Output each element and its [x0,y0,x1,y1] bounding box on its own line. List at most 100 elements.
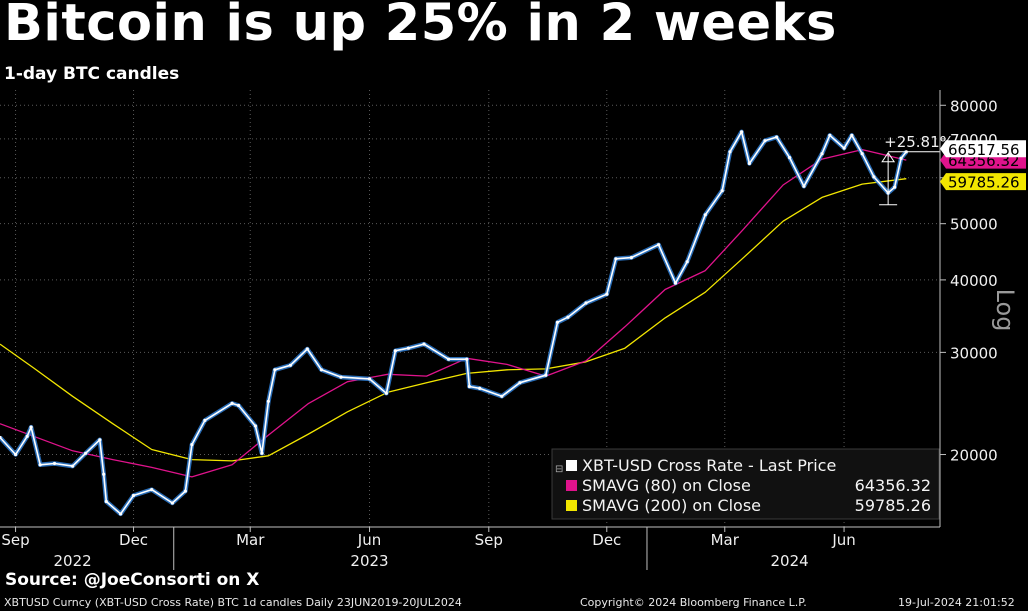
price-point [131,493,136,498]
price-point [266,399,270,403]
price-point [384,391,388,395]
price-point [467,384,471,389]
price-point [71,464,75,468]
x-tick-label: Mar [711,531,740,549]
price-point [860,152,864,156]
year-label: 2023 [350,552,388,570]
price-point [566,315,570,319]
price-point [183,489,187,493]
year-label: 2022 [54,552,92,570]
page-subtitle: 1-day BTC candles [4,64,180,84]
price-point [288,363,292,367]
last-value-tag-bg [940,173,1026,191]
legend-collapse-icon: ⊟ [555,464,563,475]
price-point [673,281,678,285]
price-point [273,368,277,372]
price-point [190,443,194,447]
price-point [802,184,806,188]
price-point [102,472,106,476]
price-point [230,401,234,405]
price-point [150,488,154,492]
price-point [775,135,779,139]
legend-swatch [566,480,577,491]
price-point [703,213,707,217]
price-point [605,292,609,296]
price-point [763,139,767,143]
price-point [740,130,744,134]
sma80-series-line [0,148,907,478]
year-labels: 2022 2023 2024 [54,552,809,570]
legend-label: SMAVG (80) on Close [582,476,751,495]
last-value-tag-text: 66517.56 [948,141,1020,159]
price-point [84,451,88,455]
x-tick-label: Jun [357,531,381,549]
legend-swatch [566,500,577,511]
source-credit: Source: @JoeConsorti on X [5,570,260,590]
price-point [828,133,832,137]
price-point [500,394,504,398]
price-series-line [0,131,907,515]
price-point [465,357,469,361]
y-tick-label: 50000 [950,216,998,234]
footer-timestamp: 19-Jul-2024 21:01:52 [898,596,1015,609]
last-value-tag: 66517.56 [940,140,1026,159]
price-point [657,243,661,247]
price-point [38,463,42,467]
y-tick-label: 40000 [950,272,998,290]
price-point [850,133,854,137]
price-point [788,156,792,160]
y-tick-label: 20000 [950,447,998,465]
price-point [0,435,2,440]
y-axis-label: Log [991,289,1019,332]
price-point [170,501,174,505]
x-tick-label: Dec [119,531,148,549]
y-tick-label: 80000 [950,97,998,115]
price-point [872,175,876,179]
price-point [305,347,309,351]
price-point [422,342,426,346]
x-tick-label: Sep [1,531,29,549]
legend-value: 59785.26 [855,496,931,515]
price-point [584,301,588,305]
price-point [544,373,548,377]
legend-label: SMAVG (200) on Close [582,496,761,515]
x-tick-labels: Sep Dec Mar Jun Sep Dec Mar Jun [1,527,856,549]
price-point [98,438,102,442]
footer-ticker: XBTUSD Curncy (XBT-USD Cross Rate) BTC 1… [4,596,462,609]
y-tick-label: 30000 [950,344,998,362]
price-point [555,320,560,324]
annotation-label: +25.81% [884,133,954,151]
x-tick-label: Sep [475,531,503,549]
price-point [339,375,343,379]
last-value-tag-text: 59785.26 [948,174,1020,192]
price-point [685,260,689,264]
grid-lines [0,90,940,527]
legend-swatch [566,460,577,471]
sma200-series-line [0,178,907,462]
price-point [747,161,752,166]
series-layer [0,129,909,517]
price-point [893,185,897,189]
price-point [253,424,257,428]
page-title: Bitcoin is up 25% in 2 weeks [4,0,837,53]
price-point [820,152,824,156]
x-tick-label: Dec [592,531,621,549]
legend-background [551,448,940,520]
price-point [447,357,451,361]
price-point [29,425,33,429]
price-point [104,499,108,504]
annotation-arrow [881,151,896,163]
price-point [720,189,724,193]
price-point [629,256,634,260]
price-point [260,451,264,455]
price-point [899,156,903,160]
price-point [319,368,324,372]
price-point [25,434,29,438]
price-point [478,386,482,390]
footer-copyright: Copyright© 2024 Bloomberg Finance L.P. [580,596,807,609]
last-value-tag: 59785.26 [940,173,1026,192]
last-value-tag-bg [940,140,1026,158]
price-point [393,349,397,353]
